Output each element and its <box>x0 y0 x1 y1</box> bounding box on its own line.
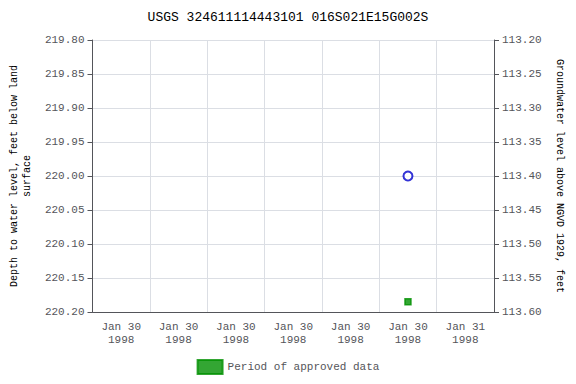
svg-text:219.85: 219.85 <box>45 68 85 80</box>
svg-text:Jan 30: Jan 30 <box>273 321 313 333</box>
svg-text:Jan 30: Jan 30 <box>216 321 256 333</box>
svg-text:1998: 1998 <box>223 334 249 346</box>
svg-text:219.80: 219.80 <box>45 34 85 46</box>
svg-text:113.45: 113.45 <box>502 204 542 216</box>
svg-text:1998: 1998 <box>395 334 421 346</box>
svg-text:Jan 30: Jan 30 <box>159 321 199 333</box>
svg-text:1998: 1998 <box>108 334 134 346</box>
svg-text:220.20: 220.20 <box>45 306 85 318</box>
svg-text:220.00: 220.00 <box>45 170 85 182</box>
svg-text:Period of approved data: Period of approved data <box>228 361 380 373</box>
svg-text:1998: 1998 <box>280 334 306 346</box>
svg-text:1998: 1998 <box>165 334 191 346</box>
svg-text:Depth to water level, feet bel: Depth to water level, feet below land <box>9 65 20 287</box>
svg-text:113.20: 113.20 <box>502 34 542 46</box>
svg-text:Jan 31: Jan 31 <box>446 321 486 333</box>
svg-text:Groundwater level above NGVD 1: Groundwater level above NGVD 1929, feet <box>554 59 565 293</box>
svg-text:Jan 30: Jan 30 <box>101 321 141 333</box>
svg-text:USGS 324611114443101 016S021E1: USGS 324611114443101 016S021E15G002S <box>148 10 429 25</box>
svg-text:220.15: 220.15 <box>45 272 85 284</box>
svg-text:1998: 1998 <box>452 334 478 346</box>
svg-text:113.30: 113.30 <box>502 102 542 114</box>
svg-text:113.40: 113.40 <box>502 170 542 182</box>
svg-text:113.25: 113.25 <box>502 68 542 80</box>
svg-text:219.95: 219.95 <box>45 136 85 148</box>
svg-text:113.55: 113.55 <box>502 272 542 284</box>
svg-text:113.60: 113.60 <box>502 306 542 318</box>
svg-text:219.90: 219.90 <box>45 102 85 114</box>
svg-text:113.50: 113.50 <box>502 238 542 250</box>
svg-text:surface: surface <box>22 155 33 197</box>
svg-text:Jan 30: Jan 30 <box>331 321 371 333</box>
svg-text:113.35: 113.35 <box>502 136 542 148</box>
svg-text:220.10: 220.10 <box>45 238 85 250</box>
svg-text:1998: 1998 <box>337 334 363 346</box>
svg-text:220.05: 220.05 <box>45 204 85 216</box>
svg-text:Jan 30: Jan 30 <box>388 321 428 333</box>
